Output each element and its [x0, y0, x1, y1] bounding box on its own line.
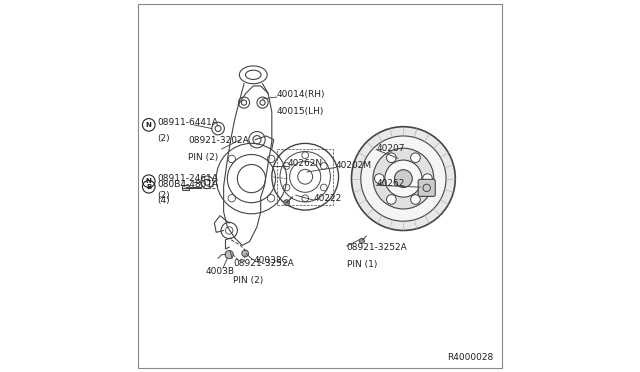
- Text: N: N: [146, 122, 152, 128]
- Text: 08921-3202A: 08921-3202A: [188, 136, 249, 145]
- FancyBboxPatch shape: [182, 185, 189, 190]
- Text: PIN (2): PIN (2): [188, 153, 219, 162]
- Text: (4): (4): [157, 196, 170, 205]
- Circle shape: [351, 127, 455, 231]
- Text: 40262N: 40262N: [288, 159, 323, 168]
- Text: 40015(LH): 40015(LH): [277, 107, 324, 116]
- Circle shape: [374, 174, 384, 183]
- Text: 40207: 40207: [376, 144, 405, 153]
- Text: 40222: 40222: [314, 194, 342, 203]
- Circle shape: [411, 195, 420, 204]
- Circle shape: [284, 200, 290, 206]
- Circle shape: [225, 250, 233, 259]
- Circle shape: [411, 153, 420, 163]
- Text: PIN (2): PIN (2): [233, 276, 263, 285]
- Circle shape: [385, 160, 422, 197]
- Text: (2): (2): [157, 191, 170, 200]
- Text: PIN (1): PIN (1): [347, 260, 377, 269]
- Text: (2): (2): [157, 134, 170, 143]
- Text: N: N: [146, 178, 152, 184]
- FancyBboxPatch shape: [418, 179, 435, 196]
- Circle shape: [361, 136, 446, 221]
- Circle shape: [359, 238, 364, 243]
- Text: 08911-6441A: 08911-6441A: [157, 118, 218, 127]
- Text: 4003B: 4003B: [205, 267, 234, 276]
- Text: 40038C: 40038C: [253, 256, 288, 264]
- Text: 080B4-4801A: 080B4-4801A: [157, 180, 218, 189]
- Text: R4000028: R4000028: [447, 353, 493, 362]
- Text: 40262: 40262: [376, 179, 404, 188]
- Text: 40014(RH): 40014(RH): [277, 90, 326, 99]
- Text: B: B: [146, 184, 152, 190]
- Circle shape: [387, 195, 396, 204]
- Circle shape: [394, 170, 412, 187]
- Circle shape: [373, 148, 434, 209]
- Text: 40202M: 40202M: [336, 161, 372, 170]
- Circle shape: [422, 174, 432, 183]
- Circle shape: [242, 250, 248, 257]
- Circle shape: [387, 153, 396, 163]
- Text: 08911-2461A: 08911-2461A: [157, 174, 218, 183]
- Text: 08921-3252A: 08921-3252A: [233, 259, 294, 268]
- Text: 08921-3252A: 08921-3252A: [347, 243, 408, 252]
